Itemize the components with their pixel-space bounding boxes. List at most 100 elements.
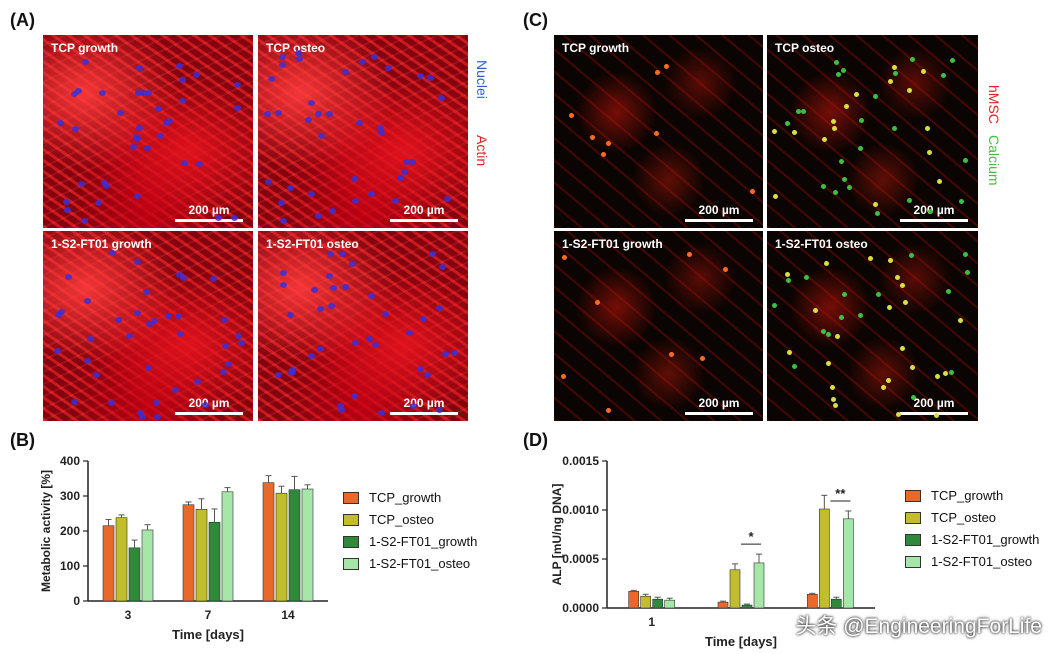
legend-item: 1-S2-FT01_osteo (905, 554, 1032, 569)
nucleus-dot (367, 293, 375, 300)
nucleus-dot (428, 250, 436, 257)
nucleus-dot (180, 159, 188, 166)
calcium-spot (664, 63, 670, 69)
calcium-spot (885, 378, 891, 384)
scale-bar: 200 µm (900, 396, 968, 415)
nucleus-dot (84, 297, 92, 304)
calcium-spot (906, 198, 912, 204)
bar (819, 508, 830, 609)
micrograph-c3: 1-S2-FT01 growth 200 µm (554, 231, 763, 421)
calcium-spot (895, 275, 901, 281)
nucleus-dot (339, 251, 347, 258)
calcium-spot (561, 254, 567, 260)
nucleus-dot (315, 212, 322, 219)
calcium-spot (950, 58, 956, 64)
image-title: 1-S2-FT01 osteo (266, 237, 359, 251)
nucleus-dot (351, 340, 359, 347)
nucleus-dot (311, 287, 319, 294)
nucleus-dot (326, 110, 334, 117)
scale-bar: 200 µm (175, 396, 243, 415)
nucleus-dot (222, 342, 230, 349)
calcium-spot (800, 109, 806, 115)
legend-label: 1-S2-FT01_growth (931, 532, 1040, 547)
scale-bar: 200 µm (175, 203, 243, 222)
calcium-spot (785, 120, 790, 126)
calcium-spot (785, 277, 791, 283)
calcium-spot (857, 313, 863, 319)
nucleus-dot (304, 116, 312, 123)
nucleus-dot (201, 401, 209, 408)
nucleus-dot (54, 312, 62, 319)
nucleus-dot (417, 366, 425, 373)
stain-label-calcium: Calcium (986, 135, 1002, 186)
legend-label: 1-S2-FT01_osteo (931, 554, 1033, 569)
calcium-spot (934, 374, 940, 380)
image-title: TCP growth (51, 41, 119, 55)
calcium-spot (891, 126, 897, 132)
nucleus-dot (349, 260, 357, 267)
nucleus-dot (316, 345, 324, 352)
legend-swatch (905, 511, 921, 524)
calcium-spot (853, 92, 859, 98)
nucleus-dot (175, 312, 183, 319)
calcium-spot (903, 299, 909, 305)
bar (843, 518, 854, 609)
bar (640, 595, 651, 609)
calcium-spot (653, 130, 659, 136)
legend-swatch (905, 489, 921, 502)
calcium-spot (832, 189, 838, 195)
calcium-spot (859, 117, 865, 123)
nucleus-dot (278, 53, 286, 60)
nucleus-dot (436, 304, 444, 311)
calcium-spot (654, 70, 660, 76)
nucleus-dot (400, 168, 408, 175)
bar (195, 509, 208, 602)
calcium-spot (605, 407, 611, 413)
nucleus-dot (220, 316, 228, 323)
watermark: 头条 @EngineeringForLife (795, 615, 1042, 638)
y-tick-label: 0 (73, 594, 80, 608)
calcium-spot (933, 413, 939, 419)
calcium-spot (825, 331, 831, 337)
nucleus-dot (315, 111, 323, 118)
nucleus-dot (424, 372, 432, 379)
nucleus-dot (209, 276, 217, 283)
nucleus-dot (274, 372, 282, 379)
nucleus-dot (192, 72, 200, 79)
panel-label-b: (B) (10, 430, 35, 450)
nucleus-dot (195, 160, 203, 167)
nucleus-dot (164, 313, 172, 320)
nucleus-dot (142, 288, 150, 295)
calcium-spot (722, 266, 728, 272)
bar (221, 491, 234, 602)
bar (102, 525, 115, 602)
y-tick-label: 300 (60, 489, 80, 503)
nucleus-dot (288, 366, 296, 373)
scale-bar: 200 µm (685, 203, 753, 222)
calcium-spot (831, 396, 837, 402)
y-tick-label: 200 (60, 524, 80, 538)
calcium-spot (925, 125, 931, 131)
nucleus-dot (341, 283, 349, 290)
bar (275, 492, 288, 602)
nucleus-dot (350, 392, 358, 399)
nucleus-dot (93, 371, 101, 378)
nucleus-dot (70, 91, 78, 98)
nucleus-dot (179, 97, 186, 104)
calcium-spot (907, 88, 913, 94)
bar (262, 482, 275, 602)
nucleus-dot (279, 270, 287, 277)
calcium-spot (872, 201, 878, 207)
x-tick-label: 7 (205, 608, 212, 622)
nucleus-dot (325, 273, 333, 280)
nucleus-dot (135, 124, 143, 131)
nucleus-dot (220, 368, 228, 375)
calcium-spot (821, 329, 827, 335)
nucleus-dot (419, 316, 427, 323)
nucleus-dot (103, 182, 111, 189)
nucleus-dot (71, 125, 79, 132)
nucleus-dot (330, 285, 338, 292)
x-axis-label: Time [days] (172, 627, 244, 642)
nucleus-dot (94, 200, 102, 207)
image-title: TCP growth (562, 41, 630, 55)
